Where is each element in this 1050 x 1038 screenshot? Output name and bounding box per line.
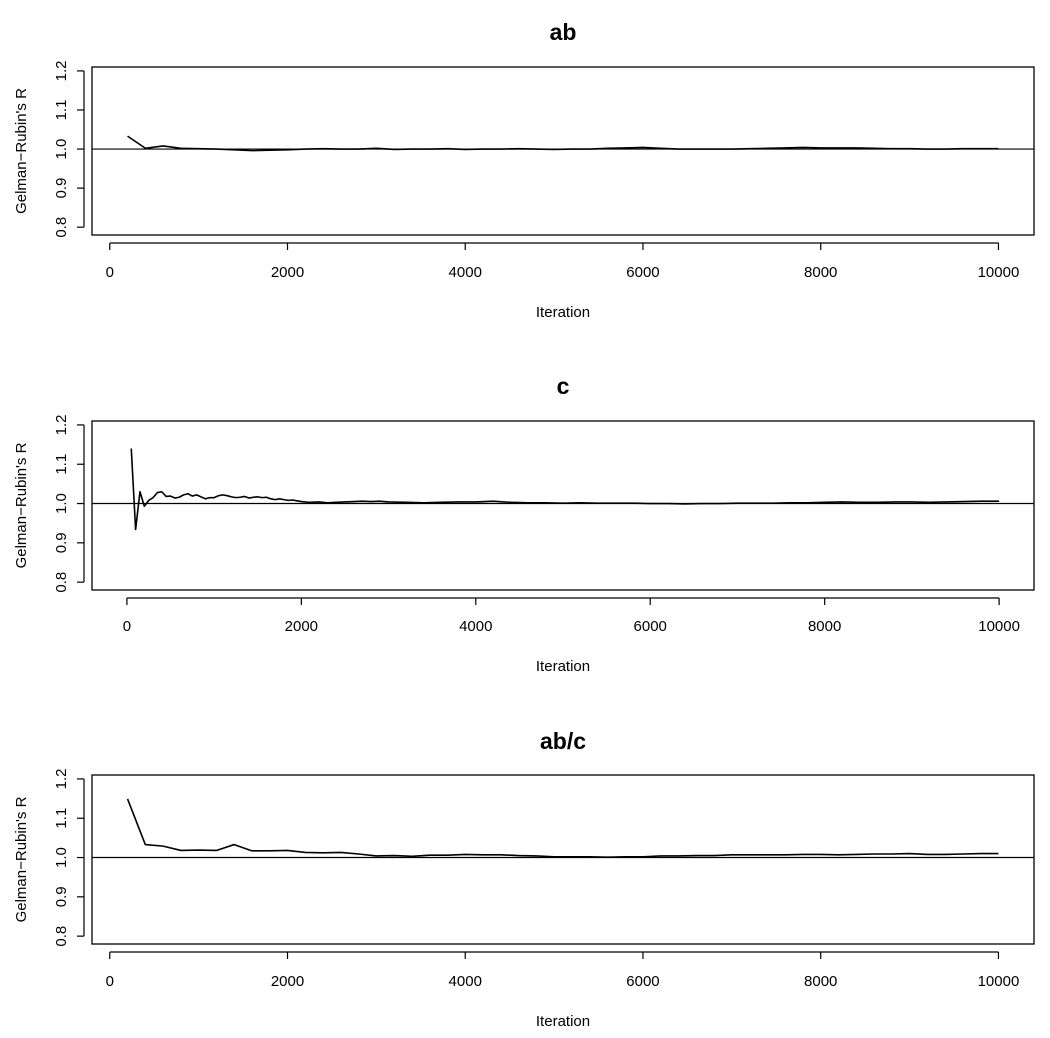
panel-3: ab/c 0 2000 4000 6000 8000 10000 0.8 0.9 1.0 1.1 1.… xyxy=(13,728,1035,1030)
plot-frame xyxy=(91,66,1035,236)
x-tick-label: 0 xyxy=(106,973,114,990)
x-tick-label: 2000 xyxy=(271,264,304,281)
y-tick-label: 1.0 xyxy=(53,847,70,868)
series-line xyxy=(127,135,999,152)
plot-frame xyxy=(91,420,1035,591)
x-tick-label: 0 xyxy=(123,618,131,635)
series-line xyxy=(130,448,1000,531)
y-axis-label: Gelman−Rubin's R xyxy=(13,442,30,568)
y-tick-label: 0.9 xyxy=(53,886,70,907)
x-tick-label: 4000 xyxy=(449,973,482,990)
y-tick-label: 0.9 xyxy=(53,532,70,553)
y-tick-label: 1.0 xyxy=(53,493,70,514)
x-tick-label: 10000 xyxy=(978,264,1020,281)
x-tick-label: 6000 xyxy=(634,618,667,635)
panel-1: ab 0 2000 4000 6000 8000 10000 0.8 0.9 1.0 1.1 1.2 I… xyxy=(13,19,1035,321)
y-axis-label: Gelman−Rubin's R xyxy=(13,88,30,214)
x-tick-label: 6000 xyxy=(626,264,659,281)
x-tick-label: 8000 xyxy=(808,618,841,635)
x-tick-label: 4000 xyxy=(449,264,482,281)
x-tick-label: 10000 xyxy=(978,618,1020,635)
y-tick-label: 1.2 xyxy=(53,60,70,81)
x-axis-label: Iteration xyxy=(536,658,590,675)
x-tick-label: 6000 xyxy=(626,973,659,990)
y-tick-label: 1.1 xyxy=(53,808,70,829)
y-tick-label: 0.8 xyxy=(53,572,70,593)
panel-title: ab/c xyxy=(540,728,586,754)
plot-frame xyxy=(91,774,1035,945)
x-axis-label: Iteration xyxy=(536,1013,590,1030)
panel-title: ab xyxy=(550,19,577,45)
x-axis-label: Iteration xyxy=(536,304,590,321)
x-tick-label: 4000 xyxy=(459,618,492,635)
y-tick-label: 1.1 xyxy=(53,100,70,121)
y-tick-label: 1.0 xyxy=(53,139,70,160)
y-tick-label: 1.2 xyxy=(53,415,70,436)
y-tick-label: 0.9 xyxy=(53,178,70,199)
y-tick-label: 1.1 xyxy=(53,454,70,475)
panel-2: c 0 2000 4000 6000 8000 10000 0.8 0.9 1.0 1.1 1.2 It… xyxy=(13,373,1035,675)
y-tick-label: 1.2 xyxy=(53,769,70,790)
series-line xyxy=(126,798,999,858)
y-tick-label: 0.8 xyxy=(53,926,70,947)
x-tick-label: 0 xyxy=(106,264,114,281)
x-tick-label: 2000 xyxy=(271,973,304,990)
y-axis-label: Gelman−Rubin's R xyxy=(13,796,30,922)
x-tick-label: 8000 xyxy=(804,973,837,990)
x-tick-label: 8000 xyxy=(804,264,837,281)
x-tick-label: 10000 xyxy=(978,973,1020,990)
y-tick-label: 0.8 xyxy=(53,217,70,238)
x-tick-label: 2000 xyxy=(285,618,318,635)
panel-title: c xyxy=(557,373,570,399)
